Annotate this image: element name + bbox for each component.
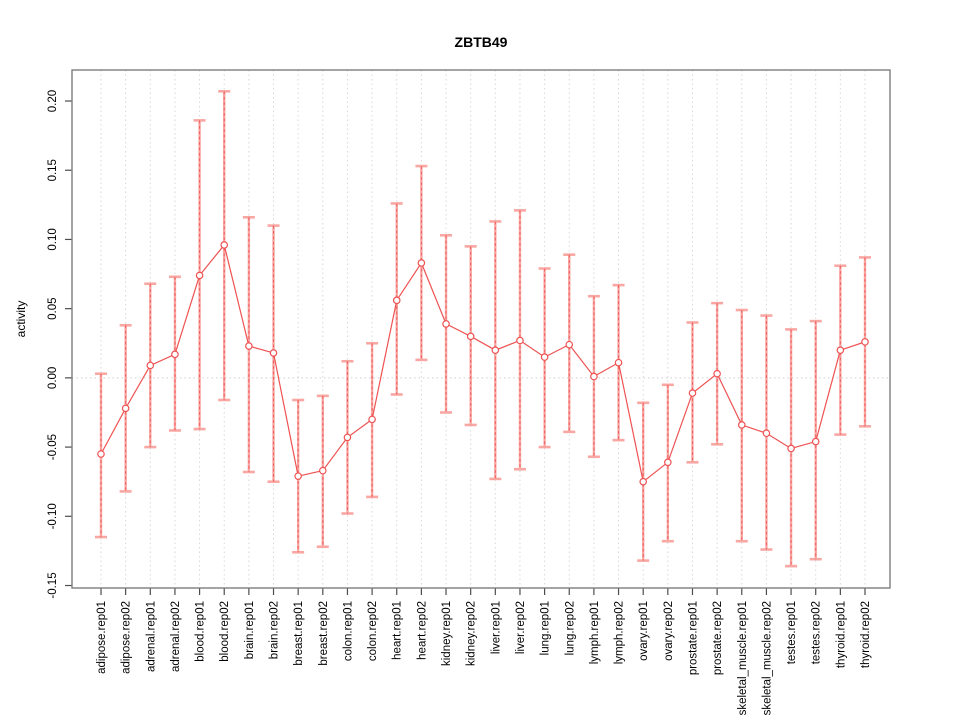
data-point: [442, 320, 450, 328]
data-point: [392, 296, 401, 305]
x-tick-label: brain.rep02: [269, 601, 281, 659]
y-tick-label: 0.00: [47, 367, 59, 389]
data-point: [220, 241, 229, 249]
chart-title: ZBTB49: [455, 34, 508, 50]
x-tick-label: colon.rep02: [367, 601, 379, 661]
data-point: [811, 437, 820, 446]
data-point: [343, 433, 352, 442]
y-tick-label: -0.05: [47, 434, 59, 460]
y-tick-label: -0.10: [47, 503, 59, 529]
x-tick-label: brain.rep01: [244, 601, 256, 659]
data-point: [294, 472, 302, 480]
data-point: [146, 361, 155, 370]
x-tick-label: testes.rep01: [786, 601, 798, 664]
x-tick-label: liver.rep02: [515, 601, 527, 654]
x-tick-label: kidney.rep02: [466, 601, 478, 666]
data-point: [97, 450, 105, 458]
y-tick-label: 0.20: [47, 90, 59, 112]
data-point: [245, 342, 253, 350]
x-tick-label: skeletal_muscle.rep02: [761, 601, 773, 715]
data-point: [269, 349, 278, 357]
data-series: [97, 241, 869, 486]
y-tick-label: 0.15: [47, 159, 59, 181]
data-point: [737, 421, 746, 429]
x-tick-label: ovary.rep01: [638, 601, 650, 661]
gridlines: [72, 70, 890, 588]
data-point: [861, 338, 869, 346]
axes: -0.15 -0.10 -0.05 0.00 0.05 0.10 0.15 0.20 adipo…: [47, 90, 872, 716]
data-point: [590, 372, 598, 381]
data-point: [614, 358, 623, 367]
x-tick-label: colon.rep01: [342, 601, 354, 661]
data-point: [787, 444, 795, 453]
x-tick-label: blood.rep02: [219, 601, 231, 662]
data-point: [540, 353, 549, 361]
x-tick-label: breast.rep01: [293, 601, 305, 666]
x-tick-label: lymph.rep02: [614, 601, 626, 664]
y-tick-label: 0.05: [47, 297, 59, 319]
x-tick-label: skeletal_muscle.rep01: [737, 601, 749, 715]
data-point: [491, 346, 500, 354]
series-line: [100, 243, 866, 483]
x-tick-label: adrenal.rep02: [170, 601, 182, 672]
x-tick-label: adipose.rep01: [96, 601, 108, 674]
y-tick-label: 0.10: [47, 228, 59, 250]
data-point: [762, 429, 771, 438]
data-point: [171, 350, 179, 359]
x-tick-label: thyroid.rep02: [860, 601, 872, 668]
plot-border: [71, 69, 891, 589]
x-tick-label: lymph.rep01: [589, 601, 601, 664]
x-tick-label: ovary.rep02: [663, 601, 675, 661]
data-point: [713, 369, 721, 378]
data-point: [319, 466, 327, 475]
y-axis-title: activity: [14, 301, 28, 338]
data-point: [368, 415, 376, 424]
x-tick-label: testes.rep02: [811, 601, 823, 664]
x-tick-label: kidney.rep01: [441, 601, 453, 666]
x-tick-label: heart.rep02: [416, 601, 428, 660]
y-tick-label: -0.15: [47, 572, 59, 598]
data-point: [688, 389, 697, 397]
x-tick-label: lung.rep02: [564, 601, 576, 655]
x-tick-label: adipose.rep02: [121, 601, 133, 674]
x-tick-label: liver.rep01: [490, 601, 502, 654]
data-point: [195, 271, 204, 280]
x-tick-label: prostate.rep01: [687, 601, 699, 675]
x-tick-label: breast.rep02: [318, 601, 330, 666]
x-tick-label: prostate.rep02: [712, 601, 724, 675]
x-tick-label: thyroid.rep01: [835, 601, 847, 668]
data-point: [836, 346, 845, 354]
data-point: [664, 458, 672, 467]
data-point: [565, 340, 574, 349]
x-tick-label: heart.rep01: [392, 601, 404, 660]
x-tick-label: blood.rep01: [195, 601, 207, 662]
data-point: [121, 404, 130, 413]
data-point: [417, 259, 426, 267]
data-point: [639, 477, 647, 486]
data-point: [516, 336, 524, 345]
x-tick-label: lung.rep01: [540, 601, 552, 655]
error-bars: [95, 90, 871, 568]
x-tick-label: adrenal.rep01: [145, 601, 157, 672]
data-point: [466, 332, 475, 341]
